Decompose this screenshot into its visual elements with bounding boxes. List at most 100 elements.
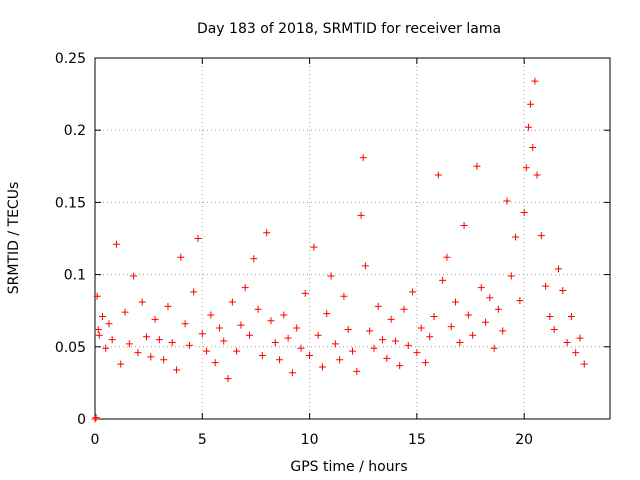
data-point bbox=[522, 164, 530, 172]
x-tick-label: 15 bbox=[408, 432, 426, 448]
x-tick-label: 10 bbox=[301, 432, 319, 448]
data-point bbox=[207, 311, 215, 319]
data-point bbox=[211, 359, 219, 367]
data-point bbox=[400, 305, 408, 313]
data-point bbox=[494, 305, 502, 313]
data-point bbox=[580, 360, 588, 368]
data-point bbox=[555, 265, 562, 273]
data-point bbox=[327, 272, 335, 280]
data-point bbox=[91, 415, 99, 423]
x-axis-label: GPS time / hours bbox=[290, 459, 407, 475]
data-point bbox=[246, 331, 253, 339]
data-point bbox=[237, 321, 245, 329]
data-point bbox=[241, 284, 249, 292]
data-point bbox=[357, 211, 365, 219]
data-point bbox=[108, 336, 116, 344]
data-point bbox=[271, 338, 279, 346]
data-point bbox=[546, 312, 554, 320]
data-point bbox=[572, 349, 580, 357]
data-point bbox=[267, 317, 275, 325]
data-point bbox=[452, 298, 459, 306]
data-point bbox=[359, 154, 367, 162]
data-point bbox=[284, 334, 292, 342]
data-point bbox=[482, 318, 490, 326]
data-point bbox=[293, 324, 301, 332]
data-point bbox=[228, 298, 236, 306]
y-tick-label: 0.25 bbox=[55, 51, 86, 67]
data-point bbox=[353, 367, 361, 375]
data-point bbox=[413, 349, 421, 357]
data-point bbox=[520, 209, 528, 217]
data-point bbox=[198, 330, 206, 338]
data-point bbox=[164, 302, 172, 310]
data-point bbox=[417, 324, 425, 332]
data-point bbox=[490, 344, 498, 352]
data-point bbox=[542, 282, 550, 290]
data-point bbox=[318, 363, 326, 371]
data-point bbox=[224, 375, 232, 383]
data-point bbox=[531, 77, 539, 85]
data-point bbox=[121, 308, 129, 316]
data-point bbox=[533, 171, 541, 179]
data-point bbox=[306, 351, 314, 359]
y-tick-label: 0 bbox=[77, 412, 86, 428]
data-point bbox=[524, 123, 532, 131]
data-point bbox=[301, 289, 309, 297]
data-point bbox=[194, 235, 202, 242]
data-point bbox=[383, 354, 391, 362]
data-point bbox=[288, 369, 296, 377]
data-point bbox=[344, 325, 352, 333]
y-tick-label: 0.2 bbox=[64, 123, 86, 139]
data-point bbox=[340, 292, 348, 300]
data-point bbox=[310, 243, 318, 251]
data-point bbox=[173, 366, 181, 374]
data-point bbox=[447, 323, 455, 331]
y-tick-label: 0.15 bbox=[55, 195, 86, 211]
data-point bbox=[567, 312, 575, 320]
plot-frame bbox=[94, 57, 611, 420]
data-point bbox=[527, 100, 535, 108]
data-point bbox=[460, 222, 468, 230]
x-tick-label: 5 bbox=[198, 432, 207, 448]
data-point bbox=[160, 356, 168, 364]
data-point bbox=[559, 286, 567, 294]
data-point bbox=[185, 341, 193, 349]
data-point bbox=[314, 331, 322, 339]
data-point bbox=[331, 340, 339, 348]
data-point bbox=[430, 312, 438, 320]
y-tick-label: 0.1 bbox=[64, 268, 86, 284]
data-point bbox=[443, 253, 451, 261]
data-point bbox=[323, 310, 331, 318]
data-point bbox=[250, 255, 258, 263]
data-point bbox=[99, 312, 107, 320]
data-point bbox=[477, 284, 485, 292]
x-tick-label: 0 bbox=[91, 432, 100, 448]
y-axis-label: SRMTID / TECUs bbox=[6, 182, 22, 295]
data-point bbox=[374, 302, 382, 310]
data-point bbox=[151, 315, 159, 323]
data-point bbox=[516, 297, 524, 305]
data-point bbox=[102, 344, 110, 352]
data-point bbox=[409, 288, 417, 296]
data-point bbox=[297, 344, 305, 352]
data-point bbox=[469, 331, 477, 339]
data-point bbox=[379, 336, 387, 344]
data-point bbox=[396, 362, 404, 370]
data-point bbox=[117, 360, 125, 368]
data-point bbox=[473, 162, 481, 170]
data-point bbox=[486, 294, 494, 302]
data-point bbox=[263, 229, 271, 237]
data-points bbox=[91, 77, 588, 423]
data-point bbox=[105, 320, 113, 328]
data-point bbox=[537, 232, 545, 240]
data-point bbox=[190, 288, 198, 296]
data-point bbox=[143, 333, 150, 341]
data-point bbox=[336, 356, 344, 364]
data-point bbox=[576, 334, 584, 342]
data-point bbox=[112, 240, 120, 248]
data-point bbox=[181, 320, 189, 328]
data-point bbox=[434, 171, 442, 179]
data-point bbox=[258, 351, 266, 359]
data-point bbox=[92, 414, 100, 422]
axis-ticks: 0 0.05 0.1 0.15 0.2 0.25 0 5 10 15 20 bbox=[55, 51, 610, 448]
